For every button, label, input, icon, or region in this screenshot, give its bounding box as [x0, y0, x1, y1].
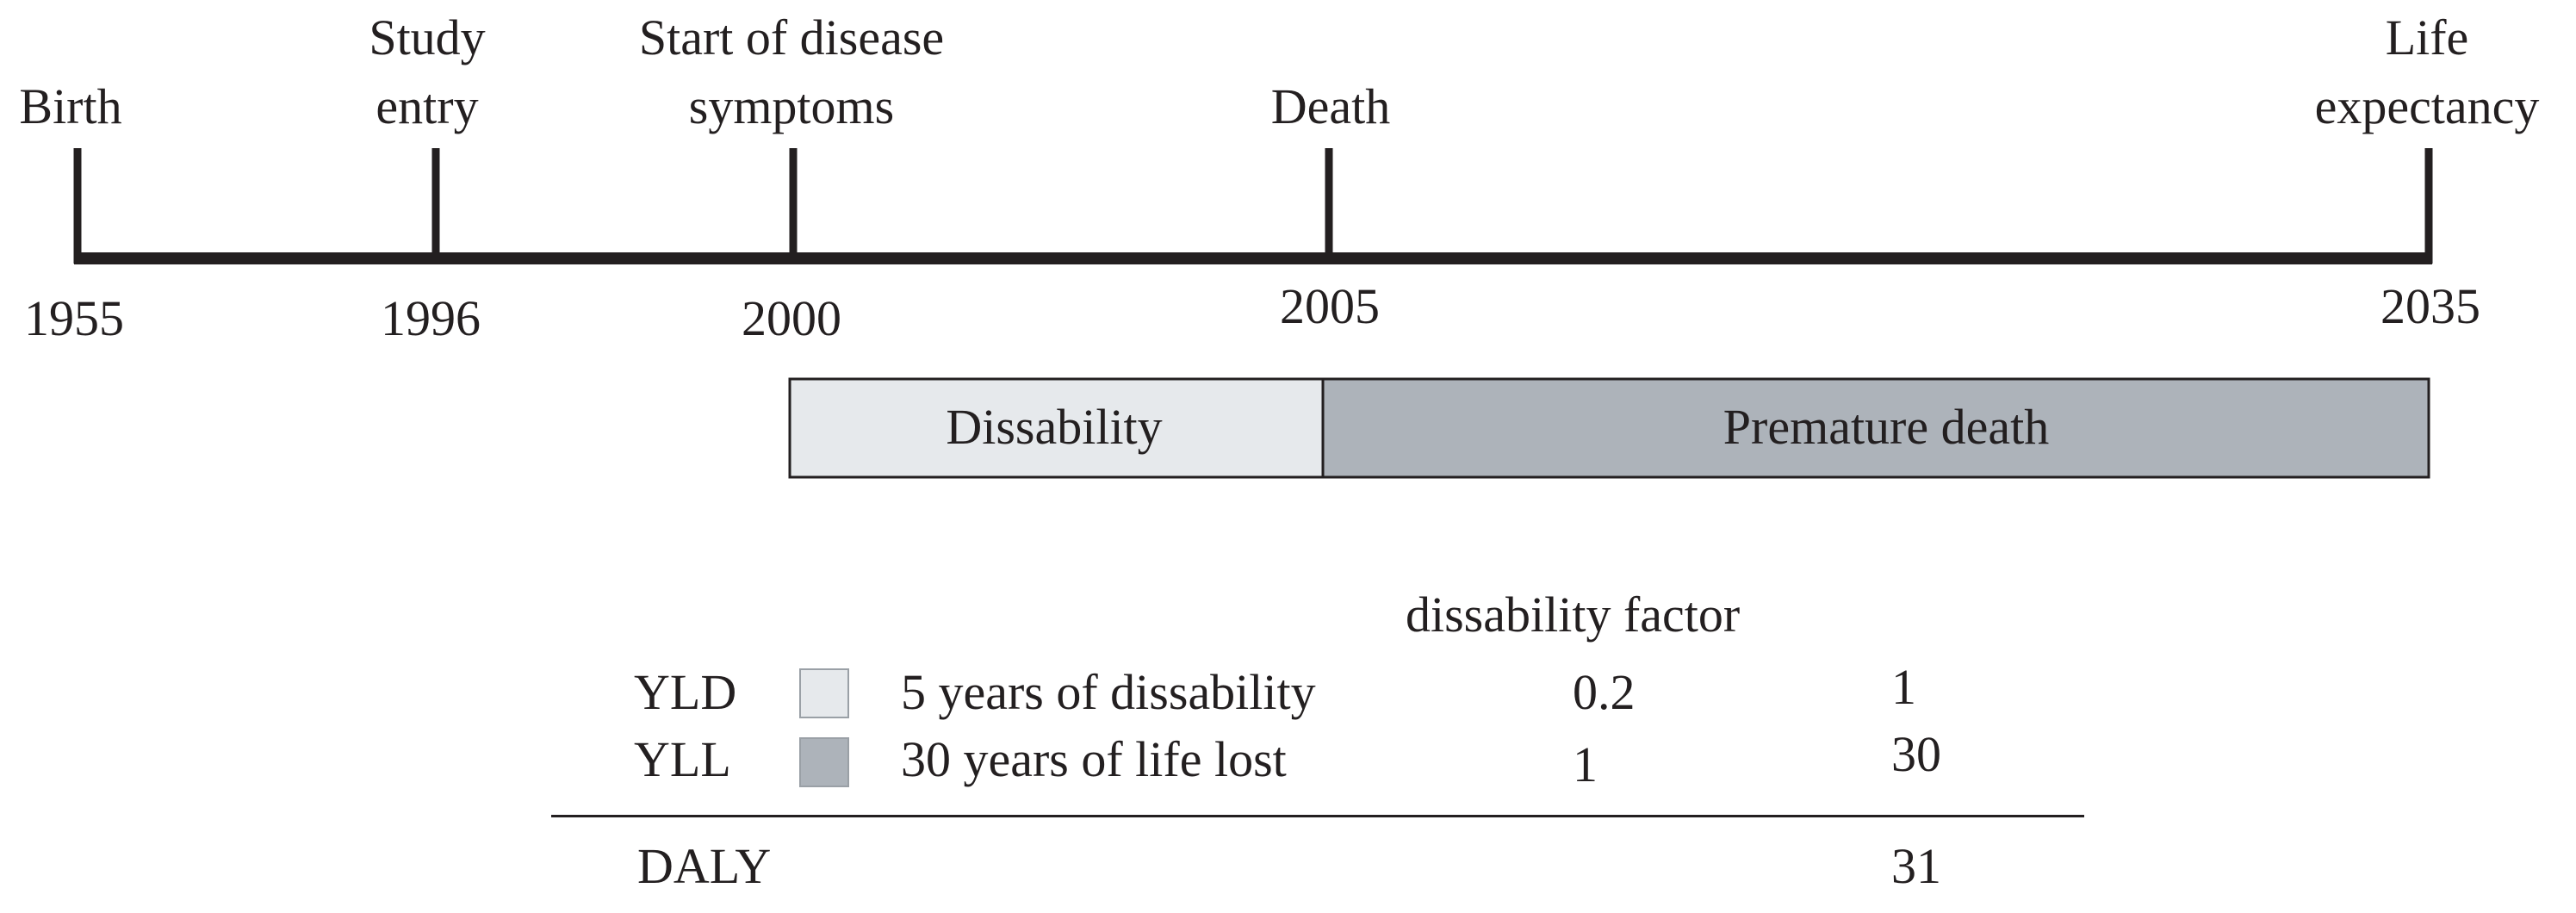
row-desc-yld: 5 years of dissability	[901, 664, 1316, 720]
total-value: 31	[1891, 838, 1941, 894]
year-death: 2005	[1280, 278, 1380, 334]
row-value-yld: 1	[1891, 659, 1916, 715]
event-label-death: Death	[1270, 78, 1391, 134]
premature-death-bar	[1321, 377, 2430, 479]
row-factor-yld: 0.2	[1573, 664, 1636, 720]
row-factor-yll: 1	[1573, 736, 1598, 792]
disability-bar	[788, 377, 1325, 479]
row-value-yll: 30	[1891, 726, 1941, 782]
yld-swatch	[799, 668, 849, 718]
year-life-expectancy: 2035	[2380, 278, 2480, 334]
event-label-life-expectancy: Life expectancy	[2314, 9, 2540, 134]
factor-header: dissability factor	[1406, 587, 1741, 643]
year-study-entry: 1996	[381, 290, 481, 346]
table-total-rule	[551, 815, 2084, 817]
event-label-symptoms: Start of disease symptoms	[638, 9, 945, 134]
yll-swatch	[799, 737, 849, 787]
total-abbr: DALY	[637, 838, 772, 894]
premature-death-bar-label: Premature death	[1723, 399, 2050, 455]
event-label-birth: Birth	[19, 78, 122, 134]
year-birth: 1955	[24, 290, 124, 346]
event-label-study-entry: Study entry	[369, 9, 486, 134]
year-symptoms: 2000	[742, 290, 841, 346]
disability-bar-label: Dissability	[946, 399, 1163, 455]
row-desc-yll: 30 years of life lost	[901, 731, 1287, 787]
row-abbr-yld: YLD	[634, 664, 737, 720]
row-abbr-yll: YLL	[634, 731, 731, 787]
